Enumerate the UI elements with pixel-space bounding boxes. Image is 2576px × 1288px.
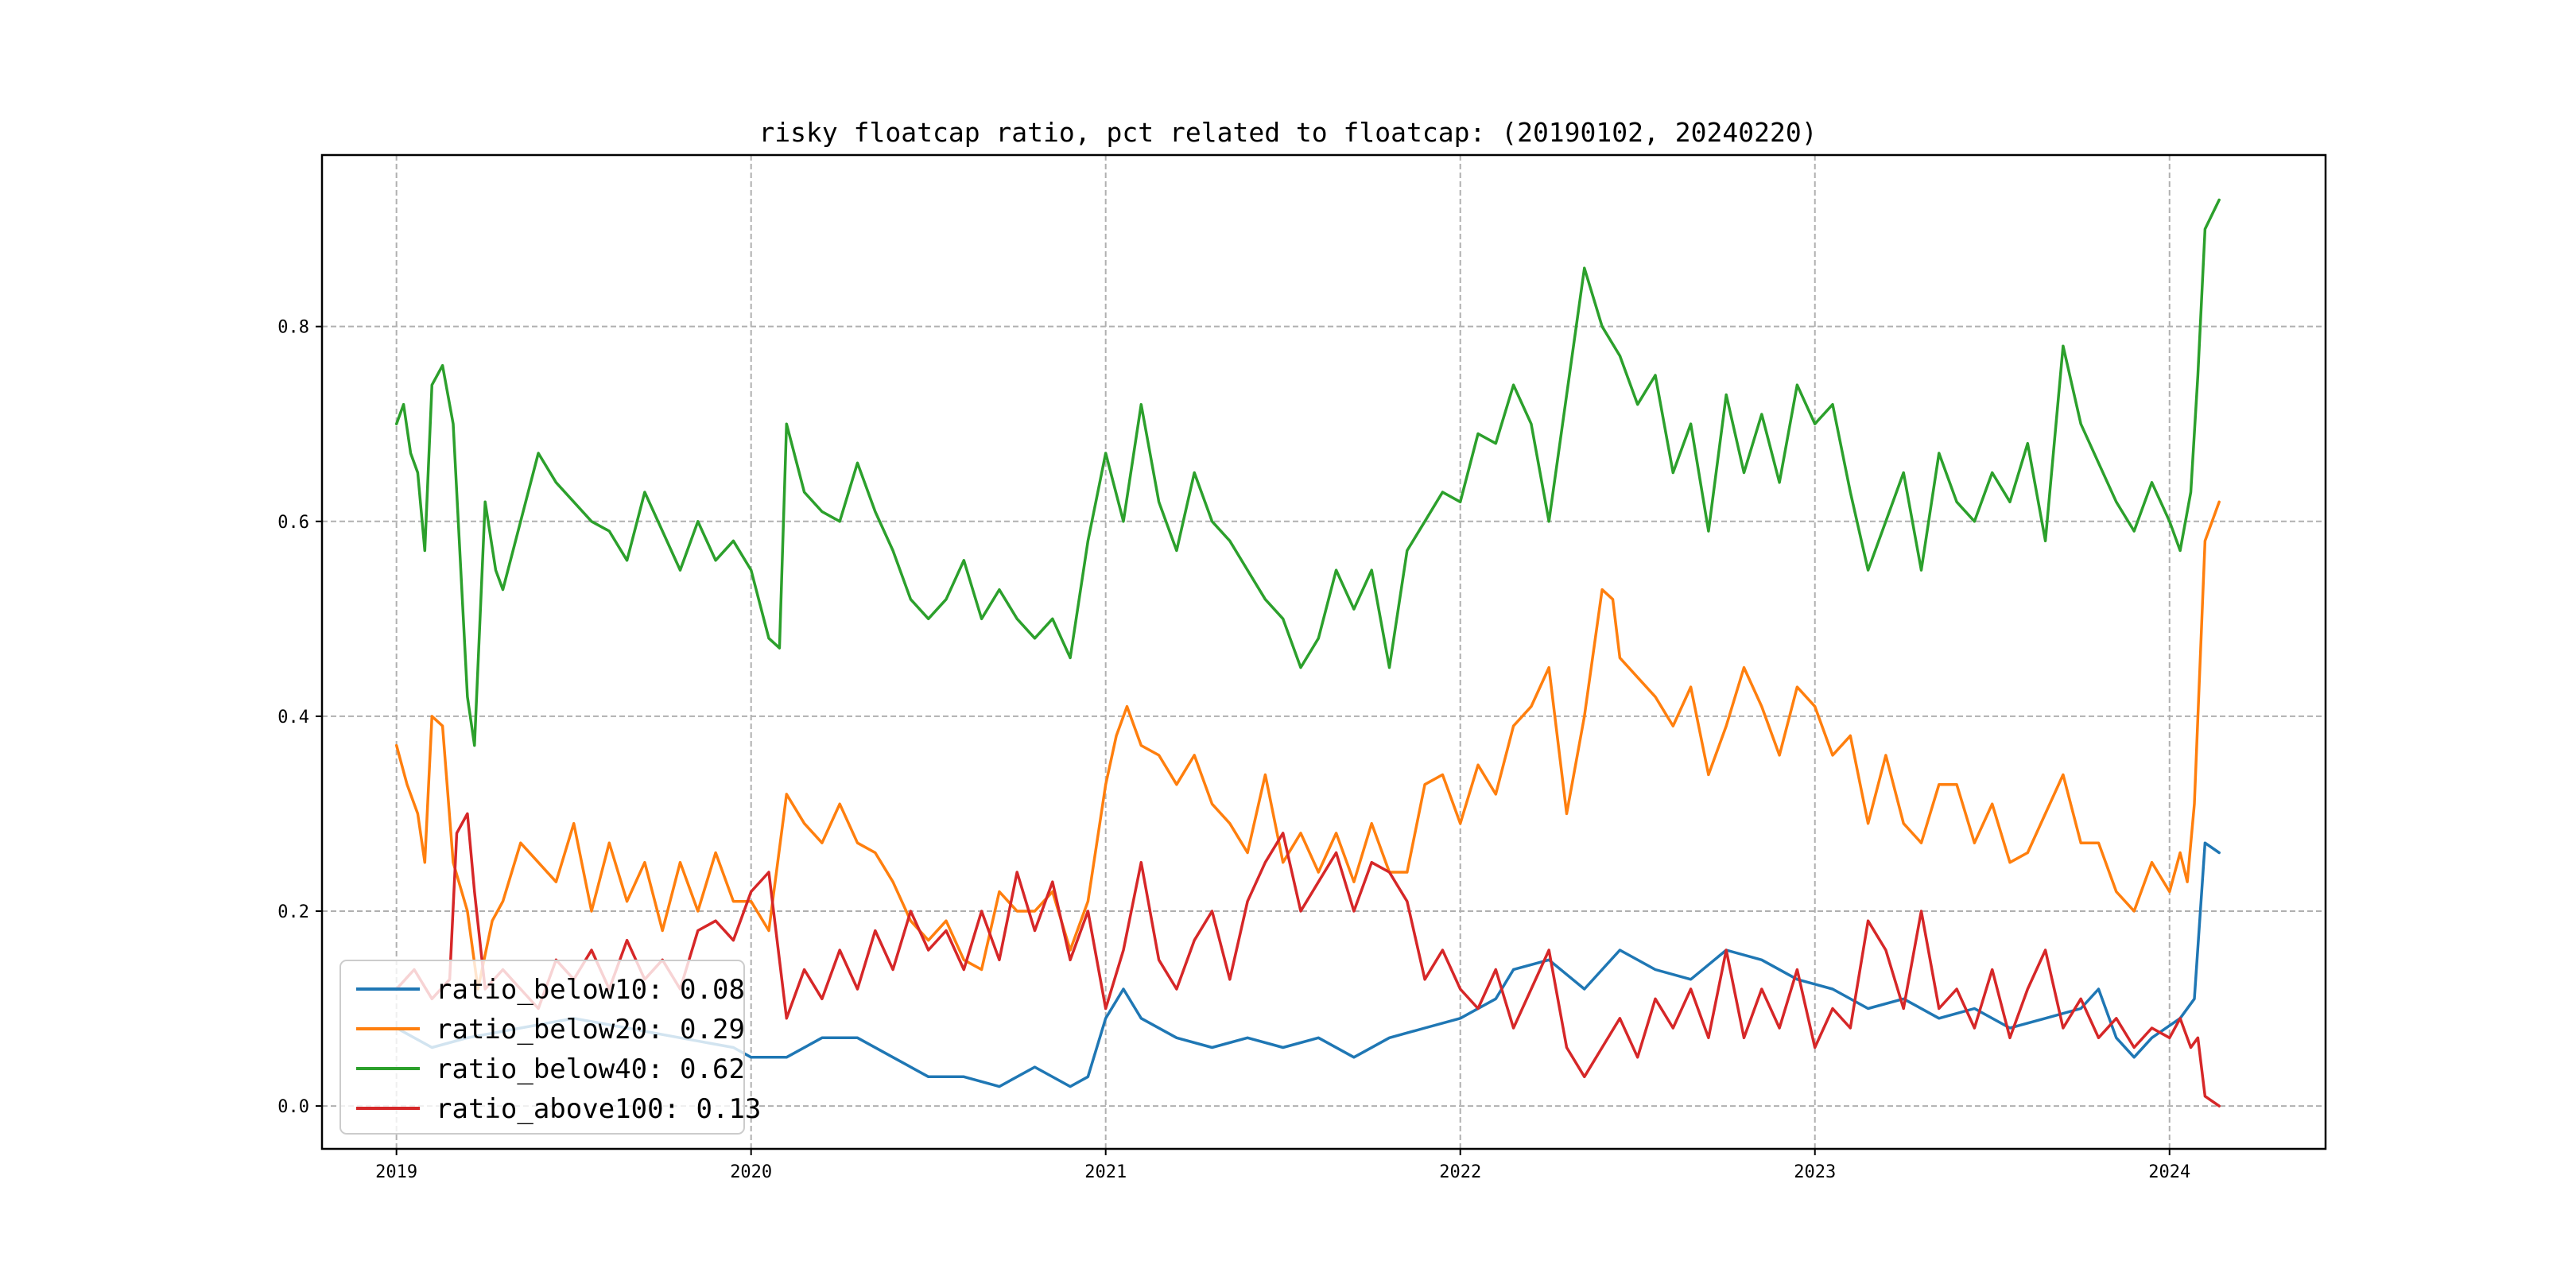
legend-label: ratio_below20: 0.29 (436, 1014, 745, 1046)
x-tick-label: 2020 (730, 1162, 772, 1182)
legend-label: ratio_below10: 0.08 (436, 974, 745, 1006)
legend-label: ratio_above100: 0.13 (436, 1093, 761, 1125)
x-tick-label: 2023 (1794, 1162, 1836, 1182)
x-tick-label: 2019 (375, 1162, 417, 1182)
series-line-ratio-below40 (394, 198, 2221, 747)
legend-label: ratio_below40: 0.62 (436, 1053, 745, 1085)
series-line-ratio-below20 (394, 500, 2221, 991)
x-tick-label: 2024 (2148, 1162, 2190, 1182)
x-tick-label: 2021 (1084, 1162, 1127, 1182)
x-tick-label: 2022 (1439, 1162, 1481, 1182)
y-tick-label: 0.2 (277, 902, 309, 922)
legend-box (339, 960, 745, 1135)
y-tick-label: 0.6 (277, 513, 309, 533)
y-tick-label: 0.4 (277, 708, 309, 727)
y-tick-label: 0.0 (277, 1097, 309, 1117)
axis-ticks: 2019 2020 2021 2022 2023 2024 0.0 0.2 0.4 0.6 0.8 (277, 318, 2190, 1182)
y-tick-label: 0.8 (277, 318, 309, 338)
legend: ratio_below10: 0.08 ratio_below20: 0.29 ra… (339, 960, 761, 1135)
chart-title: risky floatcap ratio, pct related to flo… (758, 117, 1817, 148)
series-line-ratio-below10 (394, 841, 2221, 1088)
plot-frame (320, 153, 2327, 1150)
